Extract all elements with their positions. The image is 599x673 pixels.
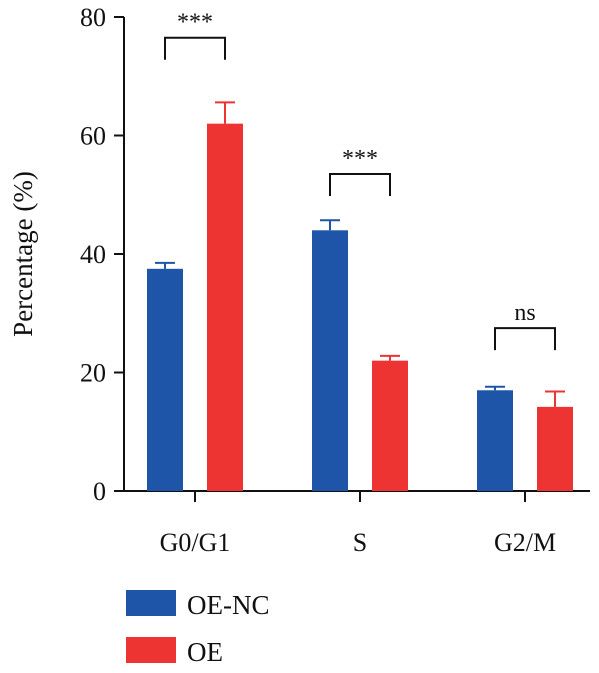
significance-bracket (164, 36, 226, 60)
bar (312, 230, 348, 492)
legend: OE-NC OE (126, 590, 270, 667)
bar (372, 360, 408, 491)
legend-label: OE (187, 637, 223, 667)
axes: 0 20 40 60 80 G0/G1 S G2/M (80, 3, 590, 557)
bar (537, 406, 573, 491)
y-tick-label: 40 (80, 240, 106, 269)
significance-annotations: *** *** ns (164, 10, 556, 351)
bar (477, 390, 513, 491)
y-tick-label: 0 (93, 477, 106, 506)
significance-label: *** (342, 146, 378, 172)
y-tick-label: 20 (80, 359, 106, 388)
significance-label: ns (514, 300, 535, 326)
y-tick-label: 80 (80, 3, 106, 32)
error-bars (155, 101, 565, 407)
x-tick-label: G2/M (494, 528, 556, 557)
bars (147, 123, 573, 492)
legend-label: OE-NC (187, 590, 270, 620)
legend-swatch (126, 637, 176, 663)
significance-label: *** (177, 10, 213, 36)
significance-bracket (494, 327, 556, 351)
significance-bracket (329, 173, 391, 197)
y-tick-label: 60 (80, 122, 106, 151)
y-axis-title: Percentage (%) (8, 171, 38, 337)
x-tick-label: S (353, 528, 367, 557)
bar (147, 268, 183, 491)
legend-swatch (126, 590, 176, 616)
bar (207, 123, 243, 492)
x-tick-label: G0/G1 (160, 528, 231, 557)
